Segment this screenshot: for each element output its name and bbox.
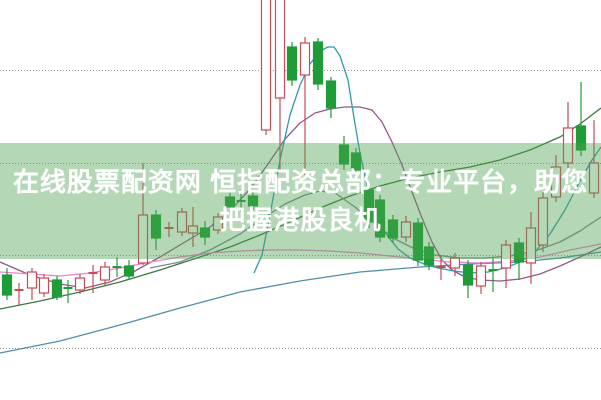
promo-banner-text-line1: 在线股票配资网 恒指配资总部：专业平台，助您 (12, 167, 589, 197)
candles-group (1, 0, 600, 305)
promo-banner[interactable]: 在线股票配资网 恒指配资总部：专业平台，助您 把握港股良机 (0, 143, 601, 259)
promo-banner-text-line2: 把握港股良机 (219, 205, 382, 235)
